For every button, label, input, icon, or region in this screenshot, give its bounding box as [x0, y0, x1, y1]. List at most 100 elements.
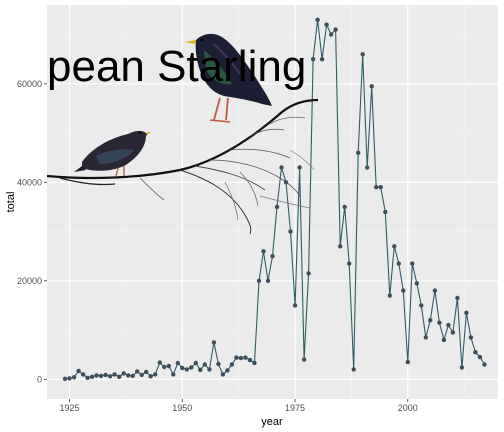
data-point — [306, 271, 311, 276]
data-point — [207, 367, 212, 372]
data-point — [441, 337, 447, 343]
data-point — [279, 165, 284, 170]
data-point — [94, 373, 99, 378]
data-point — [62, 376, 68, 381]
data-point — [288, 229, 293, 234]
data-point — [130, 373, 135, 379]
data-point — [297, 165, 302, 170]
data-point — [342, 204, 347, 210]
data-point — [319, 57, 325, 62]
data-point — [374, 185, 379, 190]
data-point — [243, 355, 248, 360]
data-point — [356, 150, 361, 155]
data-point — [477, 354, 483, 360]
series-points — [62, 17, 487, 381]
y-tick-label: 60000 — [17, 79, 42, 89]
grid-major — [47, 5, 498, 399]
x-axis-ticks: 1925 1950 1975 2000 — [60, 399, 418, 413]
data-point — [328, 32, 334, 37]
data-point — [459, 365, 465, 370]
data-point — [71, 375, 77, 380]
data-point — [455, 295, 460, 301]
data-point — [396, 261, 401, 266]
grid-minor — [47, 5, 498, 399]
x-tick-label: 1975 — [285, 403, 305, 413]
data-point — [216, 361, 221, 367]
large-starling-icon — [184, 33, 272, 123]
data-point — [369, 84, 374, 89]
x-tick-label: 2000 — [398, 403, 418, 413]
data-point — [265, 278, 271, 283]
data-point — [139, 372, 144, 378]
data-point — [333, 27, 338, 32]
series-line — [64, 19, 485, 380]
data-point — [360, 52, 365, 57]
x-axis-title: year — [261, 416, 283, 428]
y-tick-label: 0 — [37, 374, 42, 384]
data-point — [405, 359, 410, 365]
data-point — [310, 57, 316, 62]
data-point — [387, 293, 392, 298]
data-point — [117, 374, 122, 379]
data-point — [153, 372, 158, 377]
data-point — [347, 261, 352, 266]
data-point — [234, 355, 239, 360]
data-point — [315, 17, 320, 22]
data-point — [211, 340, 217, 345]
data-point — [193, 360, 198, 366]
data-point — [184, 367, 189, 372]
data-point — [414, 281, 419, 286]
data-point — [220, 372, 226, 377]
data-point — [301, 357, 307, 362]
data-point — [229, 362, 235, 367]
data-point — [103, 372, 108, 378]
data-point — [98, 373, 104, 379]
data-point — [157, 360, 162, 365]
y-tick-label: 40000 — [17, 177, 42, 187]
y-tick-label: 20000 — [17, 276, 42, 286]
data-point — [351, 367, 356, 372]
x-tick-label: 1925 — [60, 403, 80, 413]
data-point — [392, 244, 397, 249]
data-point — [270, 254, 275, 259]
data-point — [419, 303, 424, 308]
data-point — [437, 320, 442, 325]
data-point — [148, 374, 153, 379]
data-point — [126, 373, 131, 378]
data-point — [85, 375, 90, 380]
data-point — [446, 322, 451, 328]
data-point — [482, 362, 487, 367]
starling-birds-illustration — [46, 33, 319, 235]
data-point — [473, 350, 478, 355]
data-point — [252, 360, 257, 366]
data-point — [89, 374, 95, 379]
data-point — [171, 372, 176, 377]
data-point — [383, 209, 388, 215]
x-tick-label: 1950 — [172, 403, 192, 413]
data-point — [428, 318, 433, 323]
data-point — [238, 355, 244, 361]
data-point — [112, 372, 117, 377]
data-point — [256, 278, 262, 283]
plot-panel — [47, 5, 498, 399]
data-point — [121, 371, 126, 376]
small-starling-icon — [74, 130, 152, 177]
data-point — [274, 204, 280, 210]
y-axis-title: total — [5, 192, 17, 213]
data-point — [76, 368, 81, 374]
data-point — [189, 365, 194, 370]
data-point — [432, 288, 438, 293]
y-axis-ticks: 0 20000 40000 60000 — [17, 79, 47, 384]
data-point — [166, 363, 171, 369]
data-point — [464, 310, 469, 315]
data-point — [198, 367, 203, 373]
data-point — [423, 335, 428, 340]
data-point — [247, 357, 253, 363]
data-point — [135, 369, 140, 374]
data-point — [378, 185, 383, 190]
data-point — [107, 374, 113, 379]
data-point — [324, 22, 329, 27]
data-point — [450, 330, 456, 335]
data-point — [410, 261, 415, 266]
data-point — [162, 364, 167, 370]
